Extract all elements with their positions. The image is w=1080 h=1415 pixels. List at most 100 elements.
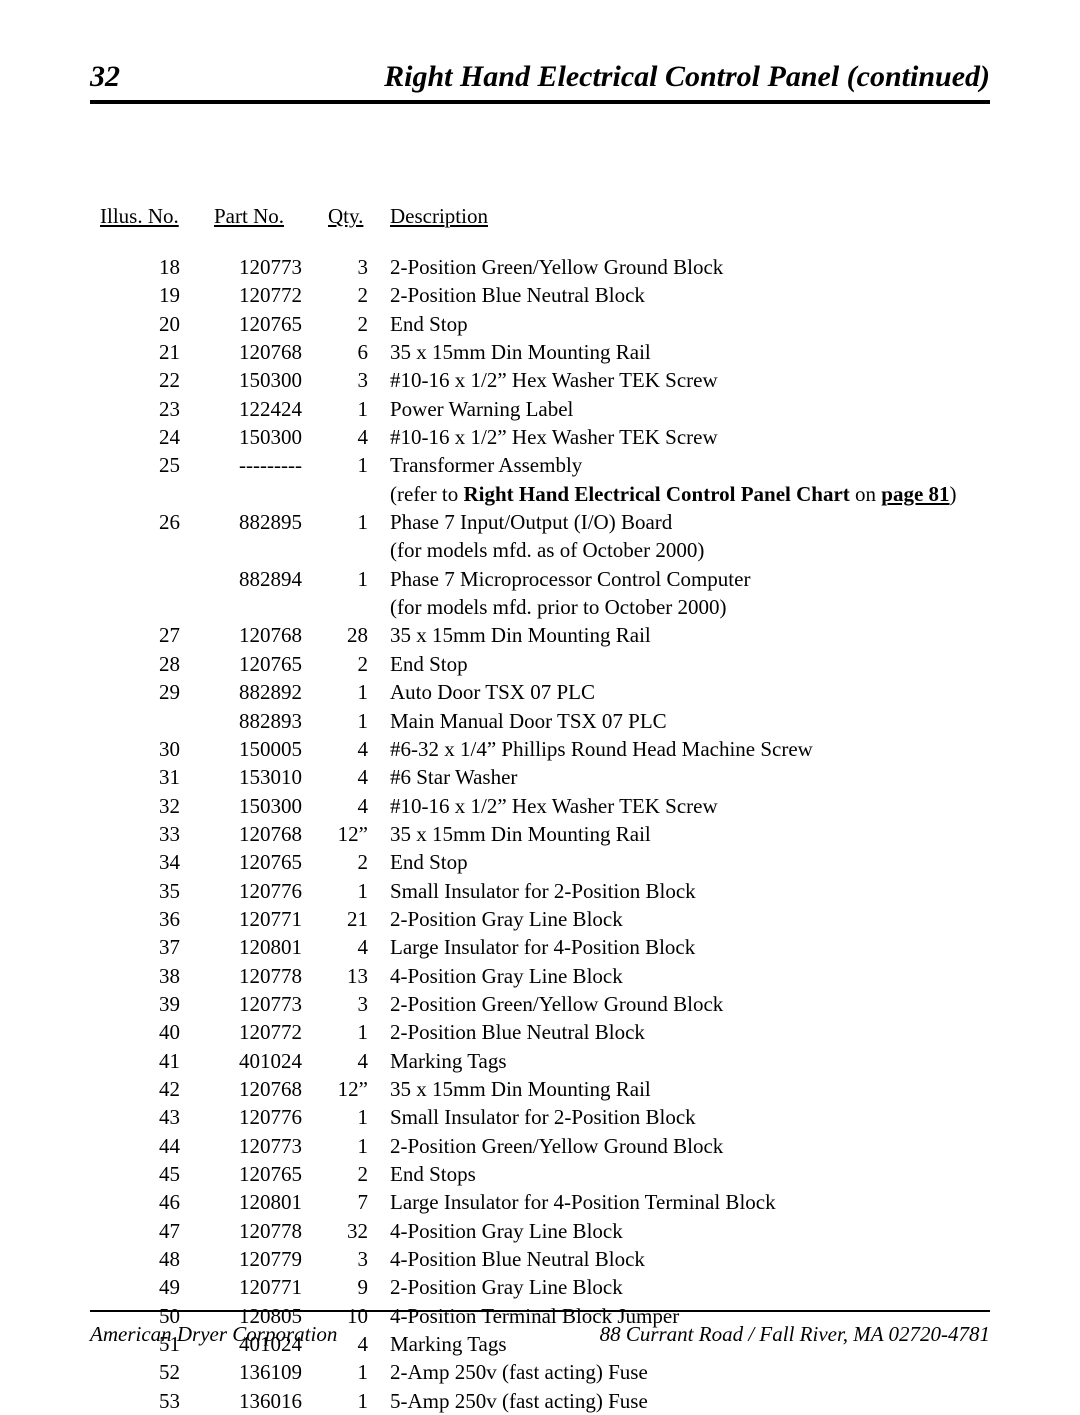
cell-qty: 6 xyxy=(320,338,390,366)
cell-illus: 18 xyxy=(100,253,210,281)
table-row: 298828921Auto Door TSX 07 PLC xyxy=(100,678,990,706)
col-header-part: Part No. xyxy=(210,204,320,229)
cell-illus: 36 xyxy=(100,905,210,933)
cell-part: 120773 xyxy=(210,1132,320,1160)
cell-desc: End Stop xyxy=(390,650,990,678)
cell-illus: 41 xyxy=(100,1047,210,1075)
cell-illus: 38 xyxy=(100,962,210,990)
cell-part: 120773 xyxy=(210,990,320,1018)
cell-illus: 33 xyxy=(100,820,210,848)
cell-desc: End Stops xyxy=(390,1160,990,1188)
table-row: 4812077934-Position Blue Neutral Block xyxy=(100,1245,990,1273)
cell-illus: 40 xyxy=(100,1018,210,1046)
table-row: 36120771212-Position Gray Line Block xyxy=(100,905,990,933)
table-row: 371208014Large Insulator for 4-Position … xyxy=(100,933,990,961)
cell-part: 401024 xyxy=(210,1047,320,1075)
table-row: (for models mfd. prior to October 2000) xyxy=(100,593,990,621)
cell-illus: 43 xyxy=(100,1103,210,1131)
table-row: 3912077332-Position Green/Yellow Ground … xyxy=(100,990,990,1018)
cell-illus xyxy=(100,480,210,508)
cell-qty: 12” xyxy=(320,1075,390,1103)
cell-part: 120776 xyxy=(210,1103,320,1131)
cell-qty: 9 xyxy=(320,1273,390,1301)
cell-illus: 27 xyxy=(100,621,210,649)
cell-qty: 1 xyxy=(320,678,390,706)
cell-illus: 52 xyxy=(100,1358,210,1386)
cell-desc: 2-Position Gray Line Block xyxy=(390,905,990,933)
cell-part: 120768 xyxy=(210,820,320,848)
cell-qty: 1 xyxy=(320,451,390,479)
cell-part: 120768 xyxy=(210,338,320,366)
cell-part: 120765 xyxy=(210,310,320,338)
footer-address: 88 Currant Road / Fall River, MA 02720-4… xyxy=(600,1322,990,1347)
cell-desc: Large Insulator for 4-Position Block xyxy=(390,933,990,961)
table-row: 4012077212-Position Blue Neutral Block xyxy=(100,1018,990,1046)
cell-part xyxy=(210,593,320,621)
cell-part: 136109 xyxy=(210,1358,320,1386)
cell-desc: 2-Position Green/Yellow Ground Block xyxy=(390,1132,990,1160)
cell-desc: (for models mfd. prior to October 2000) xyxy=(390,593,990,621)
cell-part: 153010 xyxy=(210,763,320,791)
cell-part: 150300 xyxy=(210,423,320,451)
cell-part: 120768 xyxy=(210,621,320,649)
cell-illus: 20 xyxy=(100,310,210,338)
page: 32 Right Hand Electrical Control Panel (… xyxy=(0,0,1080,1397)
cell-illus: 23 xyxy=(100,395,210,423)
cell-illus: 53 xyxy=(100,1387,210,1415)
table-row: 8828931Main Manual Door TSX 07 PLC xyxy=(100,707,990,735)
table-row: 5213610912-Amp 250v (fast acting) Fuse xyxy=(100,1358,990,1386)
table-row: 21120768635 x 15mm Din Mounting Rail xyxy=(100,338,990,366)
table-row: 321503004#10-16 x 1/2” Hex Washer TEK Sc… xyxy=(100,792,990,820)
cell-part: 120765 xyxy=(210,650,320,678)
cell-part: 120772 xyxy=(210,1018,320,1046)
col-header-qty: Qty. xyxy=(320,204,390,229)
cell-illus: 31 xyxy=(100,763,210,791)
cell-illus: 32 xyxy=(100,792,210,820)
cell-qty: 1 xyxy=(320,508,390,536)
cell-desc: (for models mfd. as of October 2000) xyxy=(390,536,990,564)
cell-desc: End Stop xyxy=(390,310,990,338)
col-header-illus: Illus. No. xyxy=(100,204,210,229)
cell-illus: 48 xyxy=(100,1245,210,1273)
cell-desc: #10-16 x 1/2” Hex Washer TEK Screw xyxy=(390,792,990,820)
cell-desc: 2-Position Blue Neutral Block xyxy=(390,1018,990,1046)
cell-illus: 42 xyxy=(100,1075,210,1103)
cell-desc: #10-16 x 1/2” Hex Washer TEK Screw xyxy=(390,423,990,451)
cell-qty: 2 xyxy=(320,848,390,876)
cell-qty: 12” xyxy=(320,820,390,848)
cell-qty: 13 xyxy=(320,962,390,990)
table-header-row: Illus. No. Part No. Qty. Description xyxy=(100,204,990,229)
cell-qty: 32 xyxy=(320,1217,390,1245)
cell-desc: 35 x 15mm Din Mounting Rail xyxy=(390,1075,990,1103)
page-header: 32 Right Hand Electrical Control Panel (… xyxy=(90,60,990,100)
cell-illus xyxy=(100,565,210,593)
cell-qty: 21 xyxy=(320,905,390,933)
cell-illus: 22 xyxy=(100,366,210,394)
cell-desc: (refer to Right Hand Electrical Control … xyxy=(390,480,990,508)
cell-desc: Power Warning Label xyxy=(390,395,990,423)
header-rule xyxy=(90,100,990,104)
cell-part: 120778 xyxy=(210,962,320,990)
cell-qty: 4 xyxy=(320,1047,390,1075)
cell-part: --------- xyxy=(210,451,320,479)
table-row: 47120778324-Position Gray Line Block xyxy=(100,1217,990,1245)
cell-qty: 3 xyxy=(320,366,390,394)
cell-illus: 24 xyxy=(100,423,210,451)
cell-illus: 47 xyxy=(100,1217,210,1245)
cell-part: 120771 xyxy=(210,1273,320,1301)
cell-illus: 28 xyxy=(100,650,210,678)
cell-qty: 2 xyxy=(320,281,390,309)
cell-part: 882892 xyxy=(210,678,320,706)
cell-illus: 39 xyxy=(100,990,210,1018)
cell-desc: #6-32 x 1/4” Phillips Round Head Machine… xyxy=(390,735,990,763)
cell-illus: 37 xyxy=(100,933,210,961)
cell-part: 120765 xyxy=(210,848,320,876)
cell-desc: 35 x 15mm Din Mounting Rail xyxy=(390,820,990,848)
cell-part: 120776 xyxy=(210,877,320,905)
cell-part: 120765 xyxy=(210,1160,320,1188)
cell-qty: 1 xyxy=(320,1103,390,1131)
table-row: 271207682835 x 15mm Din Mounting Rail xyxy=(100,621,990,649)
cell-illus: 26 xyxy=(100,508,210,536)
table-row: 5313601615-Amp 250v (fast acting) Fuse xyxy=(100,1387,990,1415)
cell-desc: 4-Position Gray Line Block xyxy=(390,962,990,990)
